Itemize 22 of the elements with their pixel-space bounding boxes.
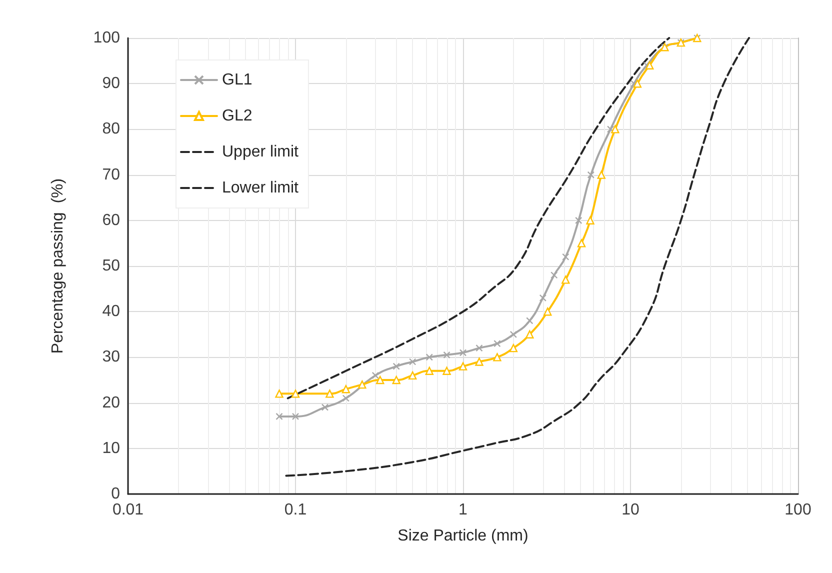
x-tick-label: 10 [622,502,640,518]
y-tick-label: 70 [102,166,120,184]
y-tick-label: 30 [102,348,120,366]
y-tick-label: 20 [102,394,120,412]
legend-label: GL1 [222,72,252,88]
legend-label: GL2 [222,108,252,124]
x-tick-label: 0.1 [284,502,307,518]
y-tick-label: 0 [111,486,120,502]
x-axis-title: Size Particle (mm) [398,528,528,544]
y-tick-label: 50 [102,258,120,274]
y-axis-title: Percentage passing (%) [50,178,66,354]
x-tick-label: 0.01 [112,502,144,518]
y-tick-label: 40 [102,303,120,320]
legend-label: Lower limit [222,180,300,196]
y-tick-label: 80 [102,120,120,138]
y-tick-label: 100 [93,30,120,46]
y-tick-label: 10 [102,440,120,457]
x-tick-label: 1 [458,502,468,518]
y-tick-label: 90 [102,75,120,92]
x-tick-label: 100 [784,502,812,518]
y-tick-label: 60 [102,212,120,229]
legend-label: Upper limit [222,144,300,160]
